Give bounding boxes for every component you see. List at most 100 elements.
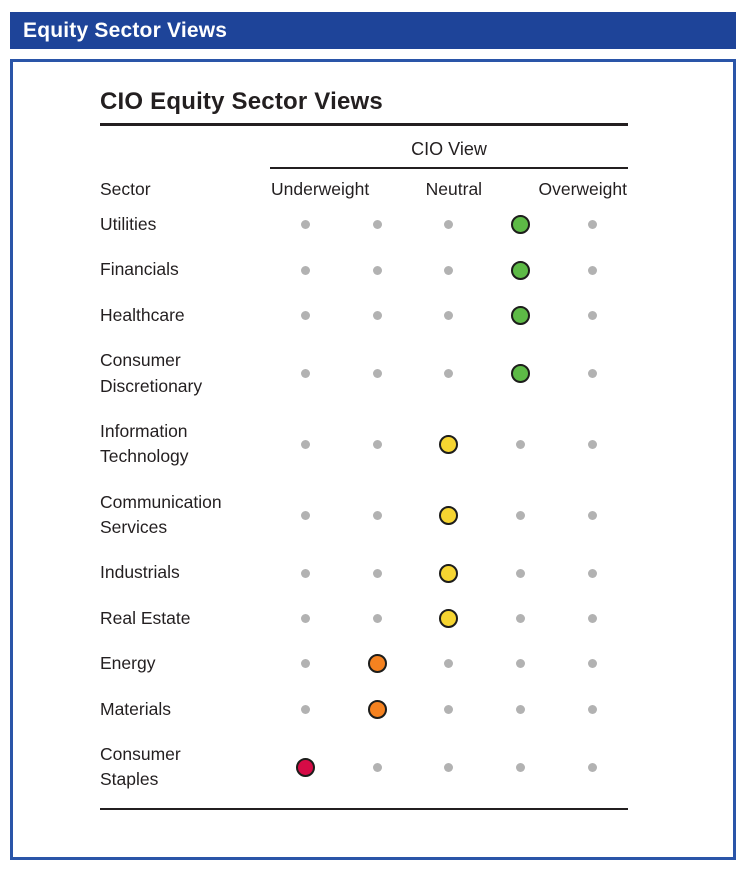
sector-column-header: Sector [100,179,151,199]
rating-scale [270,213,628,237]
cio-equity-sector-views-chart: CIO Equity Sector Views CIO View Sector … [100,88,628,810]
rating-dot-active [367,654,387,674]
sector-row: Materials [100,687,628,732]
chart-panel: CIO Equity Sector Views CIO View Sector … [10,59,736,860]
rating-dot-active [367,699,387,719]
rating-dot-inactive [301,613,311,623]
rating-dot-inactive [587,568,597,578]
rating-dot-inactive [301,568,311,578]
sector-label: Financials [100,259,179,280]
rating-cell [485,362,557,386]
rating-dot-inactive [587,659,597,669]
rating-cell [413,606,485,630]
rating-dot-inactive [301,704,311,714]
rating-dot-inactive [587,613,597,623]
rating-dot-inactive [587,439,597,449]
rating-dot-inactive [372,265,382,275]
rating-cell [413,213,485,237]
rating-dot-active [511,305,531,325]
sector-row: Financials [100,247,628,292]
rating-dot-inactive [587,510,597,520]
sector-rows: Utilities Financials Healthcare Consumer Di… [100,202,628,803]
rating-cell [342,755,414,779]
rating-dot-inactive [587,220,597,230]
column-header-row: Sector Underweight Neutral Overweight [100,169,628,202]
rating-dot-inactive [301,310,311,320]
rating-dot-inactive [372,369,382,378]
rating-scale [270,561,628,585]
overweight-column-label: Overweight [538,179,627,199]
group-header-row: CIO View [100,139,628,169]
sector-label: Information Technology [100,420,189,467]
sector-label: Consumer Staples [100,743,181,790]
rating-dot-inactive [372,613,382,623]
rating-cell [556,362,628,386]
section-title-bar: Equity Sector Views [10,12,736,49]
sector-row: Information Technology [100,409,628,480]
rating-cell [413,697,485,721]
sector-row: Consumer Discretionary [100,338,628,409]
rating-dot-inactive [372,568,382,578]
rating-scale [270,432,628,456]
rating-cell [342,561,414,585]
underweight-column-label: Underweight [271,179,370,199]
sector-row: Utilities [100,202,628,247]
rating-scale [270,755,628,779]
rating-scale [270,606,628,630]
rating-cell [556,303,628,327]
rating-cell [342,213,414,237]
rating-dot-active [511,364,531,383]
rating-cell [342,362,414,386]
rating-cell [270,755,342,779]
rating-cell [413,432,485,456]
rating-cell [413,755,485,779]
rating-cell [342,697,414,721]
rating-dot-active [439,563,459,583]
rating-dot-inactive [301,659,311,669]
rating-cell [270,432,342,456]
rating-cell [485,652,557,676]
rating-dot-active [296,757,316,777]
rating-cell [270,362,342,386]
rating-cell [485,697,557,721]
rating-dot-inactive [372,220,382,230]
rating-cell [342,503,414,527]
rating-scale [270,697,628,721]
sector-row: Healthcare [100,293,628,338]
rating-cell [485,561,557,585]
rating-cell [485,503,557,527]
rating-cell [270,652,342,676]
rating-cell [342,432,414,456]
rating-dot-inactive [372,762,382,772]
rating-dot-inactive [587,762,597,772]
rating-cell [485,258,557,282]
cio-view-group-header: CIO View [270,139,628,169]
rating-cell [485,303,557,327]
rating-dot-active [439,608,459,628]
rating-dot-inactive [301,265,311,275]
rating-cell [413,303,485,327]
rating-dot-active [511,260,531,280]
sector-row: Communication Services [100,480,628,551]
rating-dot-inactive [587,704,597,714]
rating-dot-inactive [587,310,597,320]
section-title: Equity Sector Views [23,18,228,42]
rating-dot-inactive [587,369,597,378]
rating-dot-inactive [301,439,311,449]
rating-cell [413,362,485,386]
rating-dot-inactive [444,265,454,275]
rating-dot-inactive [516,659,526,669]
rating-cell [413,258,485,282]
rating-dot-inactive [587,265,597,275]
label-column-spacer [100,139,270,169]
rating-scale [270,652,628,676]
rating-dot-inactive [444,704,454,714]
sector-label: Energy [100,653,156,674]
rating-dot-inactive [516,762,526,772]
rating-dot-inactive [301,220,311,230]
rating-dot-inactive [372,510,382,520]
rating-cell [556,258,628,282]
rating-cell [413,652,485,676]
sector-row: Real Estate [100,596,628,641]
sector-label: Real Estate [100,607,191,628]
